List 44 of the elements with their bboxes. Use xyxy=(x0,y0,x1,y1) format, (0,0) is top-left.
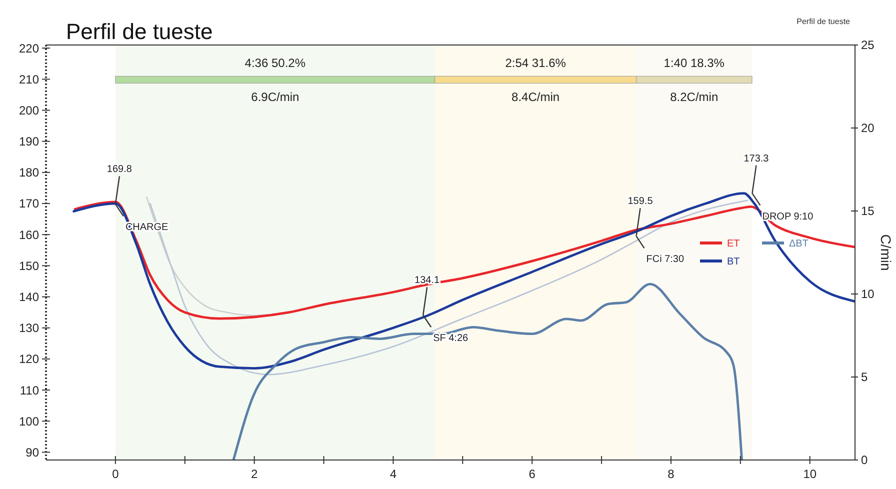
y-tick-label: 210 xyxy=(18,72,40,86)
y2-axis-title: C/min xyxy=(878,234,894,271)
y-tick-label: 90 xyxy=(26,445,40,460)
x-tick-label: 10 xyxy=(803,467,817,481)
annotation: 169.8 xyxy=(106,164,132,176)
y-tick-label: 140 xyxy=(18,290,40,304)
x-tick-label: 4 xyxy=(390,467,397,481)
y-tick-label: 200 xyxy=(18,103,40,118)
y2-tick-label: 20 xyxy=(861,121,875,136)
annotation: 134.1 xyxy=(414,275,440,286)
x-tick-label: 2 xyxy=(250,467,258,481)
annotation: FCi 7:30 xyxy=(646,254,684,266)
legend-label: ΔBT xyxy=(789,238,808,250)
y-tick-label: 150 xyxy=(18,258,40,273)
annotation: SF 4:26 xyxy=(433,333,469,344)
x-tick-label: 6 xyxy=(528,467,536,481)
y-tick-label: 100 xyxy=(18,414,40,428)
x-tick-label: 8 xyxy=(668,467,675,481)
legend-label: BT xyxy=(727,256,740,268)
chart-title: Perfil de tueste xyxy=(66,19,213,44)
y-tick-label: 170 xyxy=(18,196,40,211)
y-tick-label: 110 xyxy=(20,383,40,398)
y-tick-label: 130 xyxy=(18,321,40,336)
annotation: 8.4C/min xyxy=(512,90,560,104)
annotation: 159.5 xyxy=(628,196,654,208)
annotation: 8.2C/min xyxy=(670,90,718,104)
band-label: 2:54 31.6% xyxy=(505,56,566,70)
annotation: 6.9C/min xyxy=(251,90,300,104)
y2-tick-label: 25 xyxy=(861,38,875,52)
band-label: 1:40 18.3% xyxy=(664,56,725,70)
y-tick-label: 190 xyxy=(18,134,40,149)
y2-tick-label: 15 xyxy=(861,204,875,218)
y-tick-label: 180 xyxy=(18,166,40,180)
y-tick-label: 160 xyxy=(18,228,40,242)
x-tick-label: 0 xyxy=(112,467,120,481)
band-label: 4:36 50.2% xyxy=(244,56,306,70)
y2-tick-label: 0 xyxy=(861,453,868,468)
y2-tick-label: 5 xyxy=(861,370,868,384)
text: Perfil de tueste xyxy=(796,17,851,26)
legend-label: ET xyxy=(727,238,740,250)
y2-tick-label: 10 xyxy=(861,287,875,302)
y-tick-label: 120 xyxy=(18,352,40,366)
annotation: 173.3 xyxy=(744,153,770,164)
y-tick-label: 220 xyxy=(18,41,40,56)
